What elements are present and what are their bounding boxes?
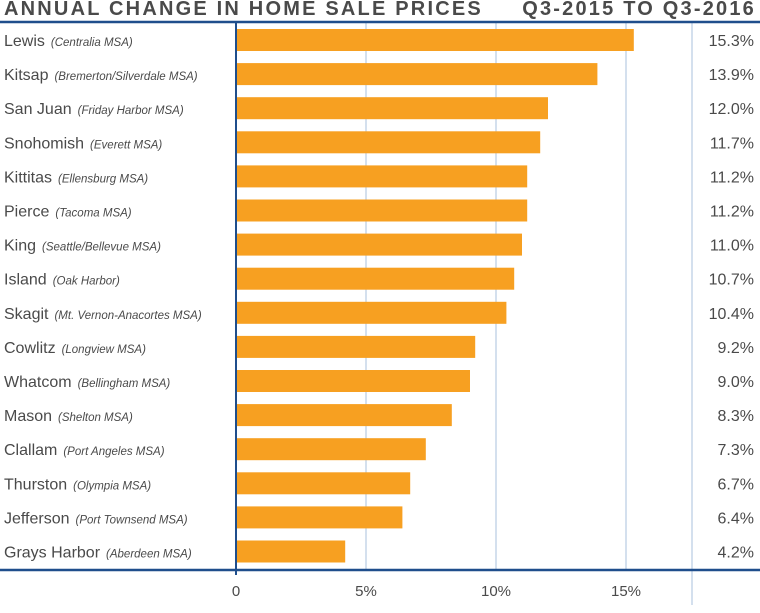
bar (236, 199, 528, 222)
value-label: 11.7% (710, 135, 754, 152)
msa-name: (Port Townsend MSA) (76, 514, 188, 526)
category-label: King (Seattle/Bellevue MSA) (4, 238, 161, 255)
bar (236, 233, 522, 256)
county-name: Skagit (4, 306, 49, 323)
bar (236, 506, 403, 529)
category-label: Kittitas (Ellensburg MSA) (4, 169, 148, 186)
bar (236, 29, 634, 51)
county-name: Snohomish (4, 135, 84, 152)
msa-name: (Centralia MSA) (51, 37, 133, 49)
chart-title: ANNUAL CHANGE IN HOME SALE PRICES (4, 0, 483, 20)
msa-name: (Bellingham MSA) (78, 378, 171, 390)
x-tick-label: 15% (611, 583, 641, 600)
county-name: Whatcom (4, 374, 72, 391)
bar (236, 335, 476, 358)
value-label: 8.3% (718, 408, 754, 425)
msa-name: (Bremerton/Silverdale MSA) (54, 71, 197, 83)
county-name: King (4, 238, 36, 255)
msa-name: (Aberdeen MSA) (106, 549, 192, 561)
bar (236, 63, 598, 86)
category-label: Snohomish (Everett MSA) (4, 135, 162, 152)
county-name: Clallam (4, 442, 57, 459)
county-name: Mason (4, 408, 52, 425)
category-label: Kitsap (Bremerton/Silverdale MSA) (4, 67, 198, 84)
value-label: 7.3% (718, 442, 754, 459)
bar (236, 404, 452, 427)
x-tick-label: 0 (232, 583, 240, 600)
value-label: 15.3% (709, 33, 754, 50)
bar (236, 165, 528, 188)
msa-name: (Everett MSA) (90, 139, 162, 151)
value-label: 13.9% (709, 67, 754, 84)
category-label: Cowlitz (Longview MSA) (4, 340, 146, 357)
msa-name: (Ellensburg MSA) (58, 173, 148, 185)
msa-name: (Shelton MSA) (58, 412, 133, 424)
value-label: 9.2% (718, 340, 754, 357)
category-label: Grays Harbor (Aberdeen MSA) (4, 545, 192, 562)
bar (236, 370, 470, 392)
county-name: Jefferson (4, 510, 70, 527)
msa-name: (Mt. Vernon-Anacortes MSA) (54, 310, 201, 322)
county-name: Kittitas (4, 169, 52, 186)
county-name: San Juan (4, 101, 72, 118)
x-tick-label: 5% (355, 583, 377, 600)
county-name: Grays Harbor (4, 545, 101, 562)
value-label: 6.4% (718, 510, 754, 527)
county-name: Cowlitz (4, 340, 56, 357)
bar (236, 540, 346, 563)
chart-subtitle: Q3-2015 TO Q3-2016 (522, 0, 756, 20)
category-label: Skagit (Mt. Vernon-Anacortes MSA) (4, 306, 202, 323)
msa-name: (Tacoma MSA) (55, 208, 131, 220)
bar (236, 97, 548, 120)
value-label: 11.2% (710, 204, 754, 221)
value-label: 6.7% (718, 476, 754, 493)
value-label: 9.0% (718, 374, 754, 391)
county-name: Island (4, 272, 47, 289)
bar (236, 301, 507, 324)
value-label: 11.2% (710, 169, 754, 186)
value-label: 11.0% (710, 238, 754, 255)
value-label: 4.2% (718, 545, 754, 562)
msa-name: (Olympia MSA) (73, 480, 151, 492)
msa-name: (Port Angeles MSA) (63, 446, 164, 458)
category-label: San Juan (Friday Harbor MSA) (4, 101, 184, 118)
category-label: Lewis (Centralia MSA) (4, 33, 133, 50)
category-label: Clallam (Port Angeles MSA) (4, 442, 165, 459)
category-label: Whatcom (Bellingham MSA) (4, 374, 170, 391)
msa-name: (Oak Harbor) (53, 276, 120, 288)
county-name: Lewis (4, 33, 45, 50)
county-name: Pierce (4, 204, 49, 221)
county-name: Thurston (4, 476, 67, 493)
value-label: 12.0% (709, 101, 754, 118)
msa-name: (Friday Harbor MSA) (78, 105, 184, 117)
value-label: 10.4% (709, 306, 754, 323)
msa-name: (Seattle/Bellevue MSA) (42, 242, 161, 254)
category-label: Pierce (Tacoma MSA) (4, 204, 132, 221)
bar (236, 472, 411, 495)
category-label: Island (Oak Harbor) (4, 272, 120, 289)
category-label: Mason (Shelton MSA) (4, 408, 133, 425)
category-label: Jefferson (Port Townsend MSA) (4, 510, 188, 527)
bar (236, 131, 541, 154)
value-label: 10.7% (709, 272, 754, 289)
bar (236, 267, 515, 290)
bar (236, 438, 426, 461)
msa-name: (Longview MSA) (62, 344, 147, 356)
x-tick-label: 10% (481, 583, 511, 600)
county-name: Kitsap (4, 67, 49, 84)
category-label: Thurston (Olympia MSA) (4, 476, 151, 493)
